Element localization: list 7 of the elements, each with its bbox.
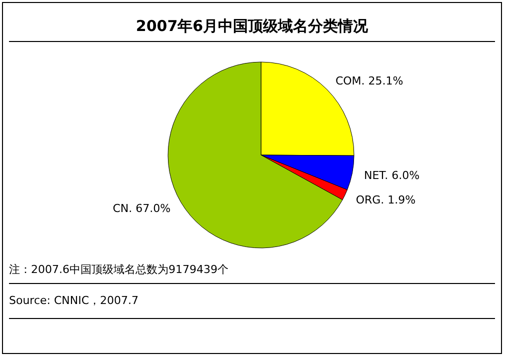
slice-label: COM. 25.1% [335, 74, 404, 88]
text: 注：2007.6中国顶级域名总数为9179439个 [9, 261, 495, 284]
slice-label: CN. 67.0% [112, 202, 171, 215]
chart-title: 2007年6月中国顶级域名分类情况 [9, 11, 495, 42]
slice-label: NET. 6.0% [364, 168, 420, 182]
slice-label: ORG. 1.9% [356, 194, 416, 207]
source-note: Source: CNNIC，2007.7 [9, 292, 495, 319]
